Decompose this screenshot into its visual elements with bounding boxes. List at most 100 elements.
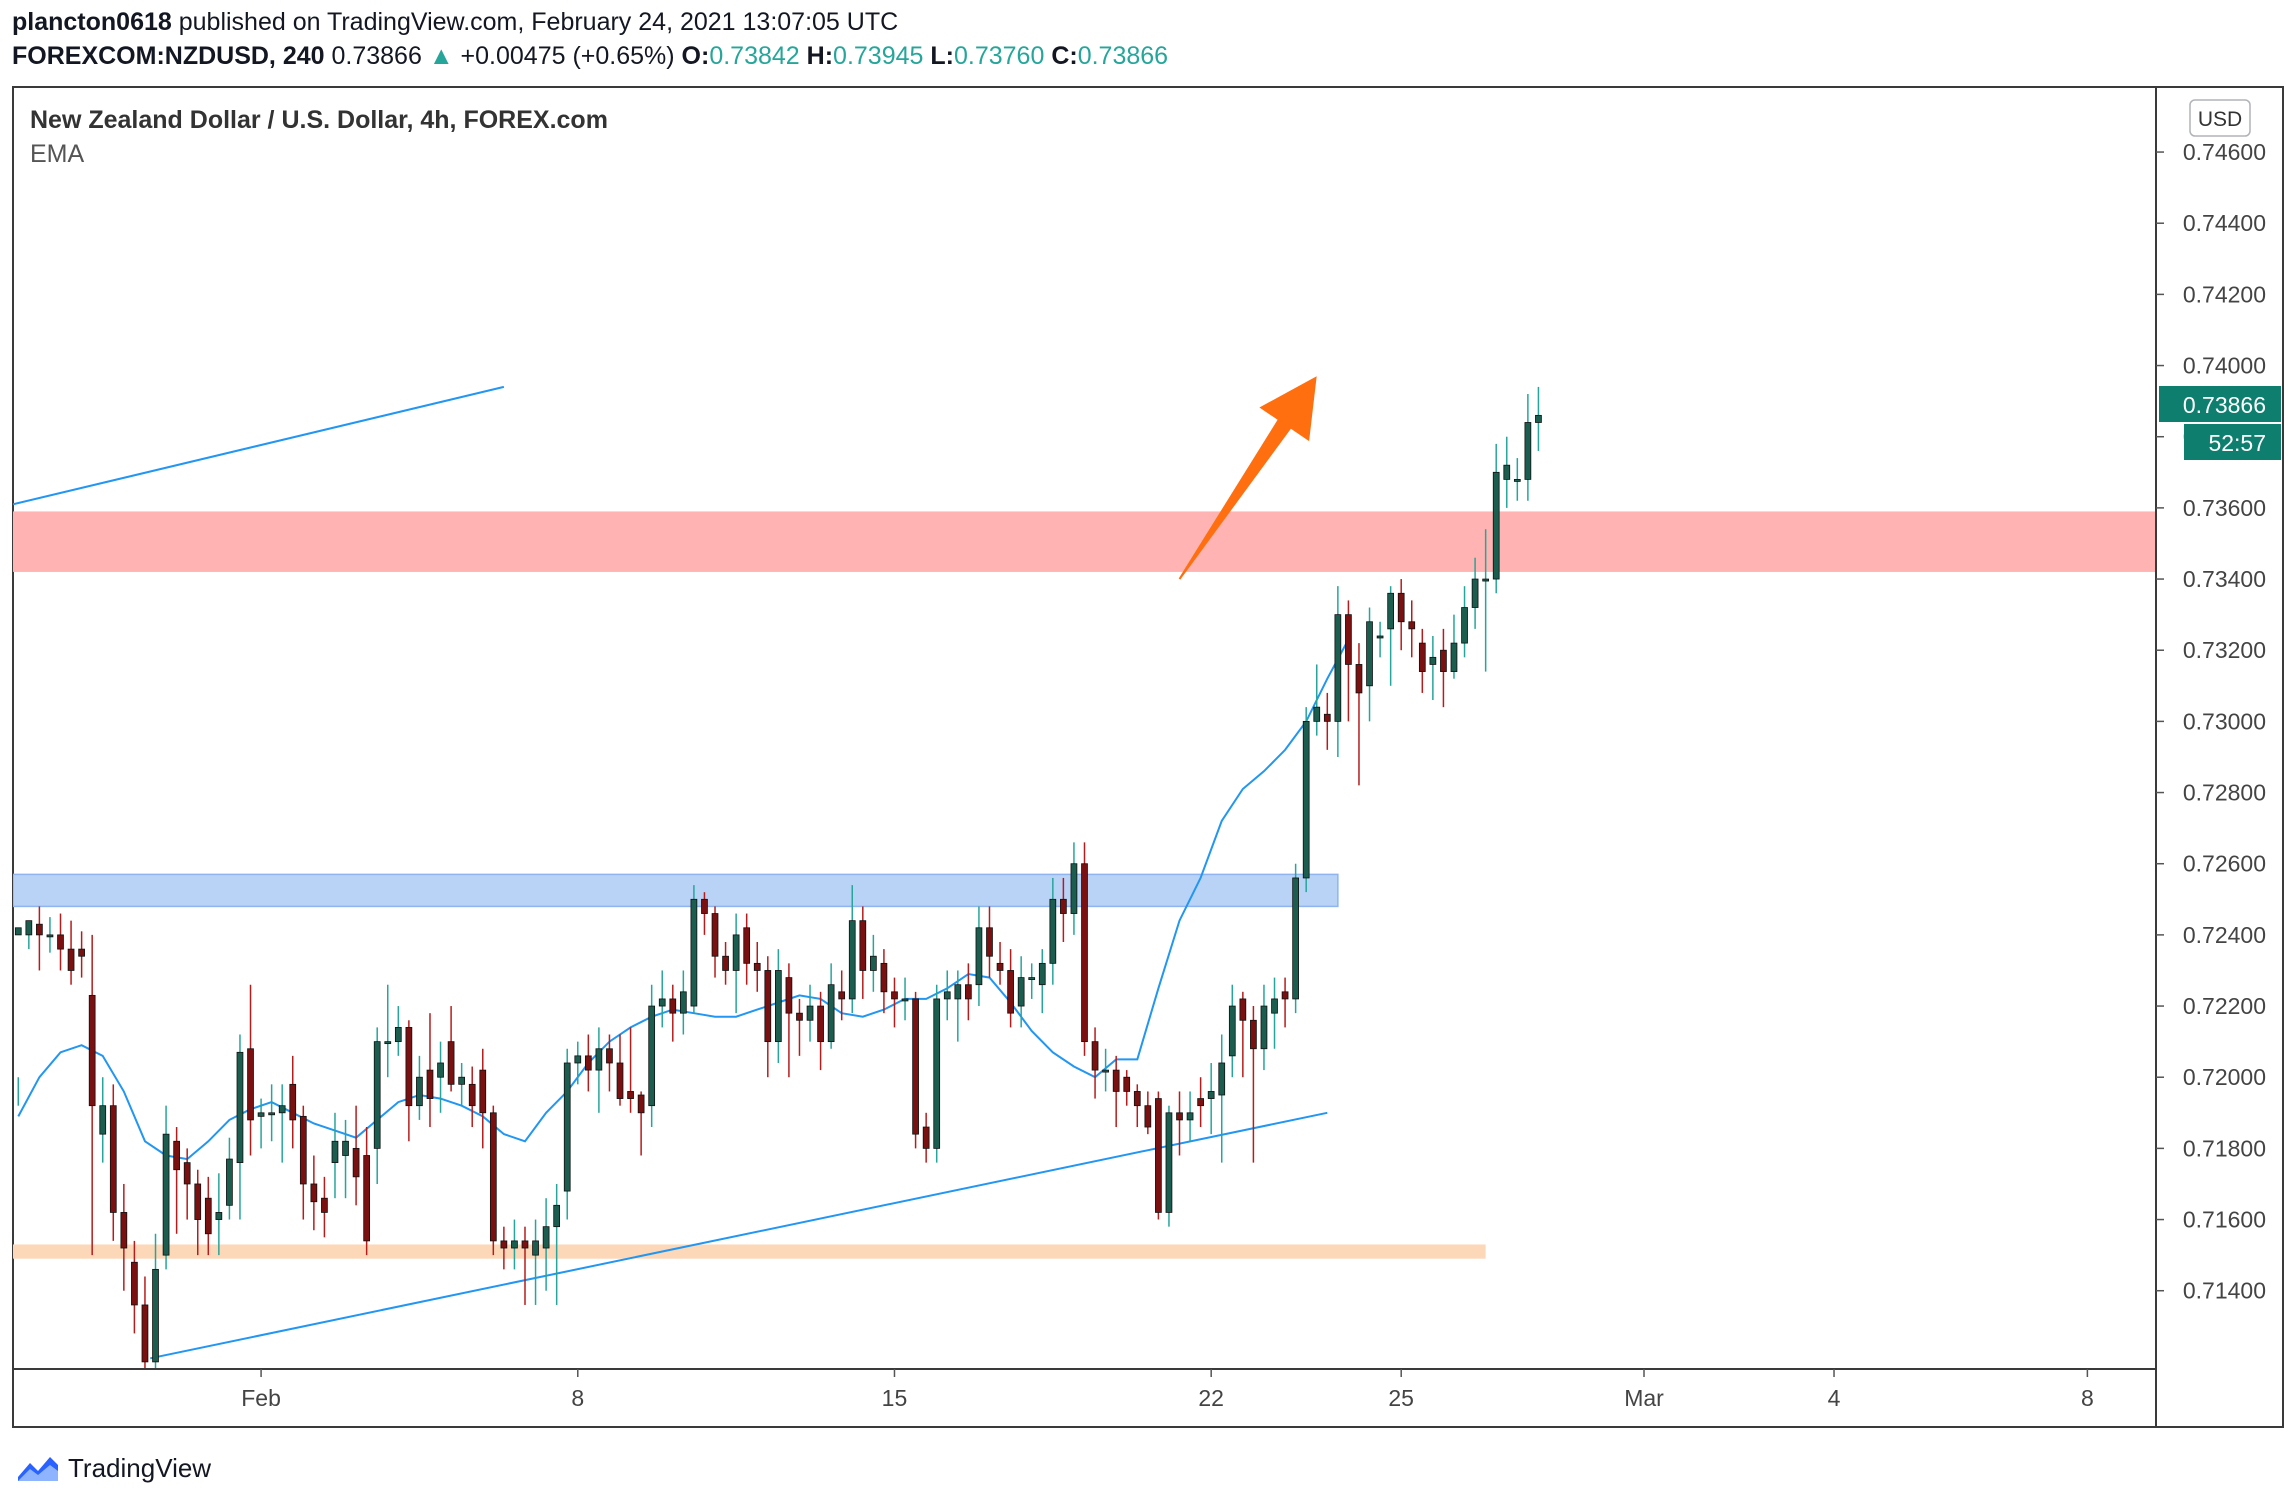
candle [521,1226,529,1305]
candle [405,1020,413,1142]
currency-badge[interactable]: USD [2189,99,2251,137]
candle-body [1513,479,1521,482]
candle-body [743,927,751,964]
candle [775,949,782,1063]
candle-body [310,1183,318,1203]
candle [500,1226,508,1270]
candle [1197,1077,1204,1128]
candle-body [278,1105,286,1114]
candle [183,1148,191,1220]
candle [479,1048,487,1149]
candle-body [880,962,888,993]
candle-body [321,1197,328,1213]
author-name[interactable]: plancton0618 [12,8,172,36]
zone-support-orange [13,1244,1486,1259]
candle-body [1250,1019,1257,1050]
candle-body [131,1261,138,1306]
candle [1302,707,1310,893]
candle [1155,1091,1162,1220]
candle-body [1207,1091,1215,1099]
price-tick-label: 0.72400 [2183,922,2266,948]
candle [859,906,867,999]
candle [669,984,677,1042]
candle [722,942,729,985]
candle [922,1112,930,1163]
candle-body [912,998,919,1135]
countdown-label: 52:57 [2208,430,2266,456]
candle-body [711,913,719,957]
candle-body [236,1051,244,1164]
candle-body [669,998,677,1014]
candle [57,913,64,971]
candle-body [1292,877,1299,1000]
candle-body [1366,621,1373,687]
current-price-tag: 0.73866 52:57 [2159,386,2281,460]
candle-body [1197,1098,1204,1107]
candle-body [595,1048,603,1071]
candle [965,963,972,1021]
candle-body [870,955,877,971]
candle-body [775,970,782,1043]
candle-body [1323,713,1331,722]
candle [109,1084,117,1241]
candle [1323,692,1331,750]
time-tick-label: 8 [2081,1385,2094,1411]
candle [310,1155,318,1231]
candle [1429,635,1437,701]
candle [606,1034,613,1092]
candle-body [965,984,972,1000]
candle-body [1070,863,1078,914]
candle-body [57,934,64,950]
candle-body [489,1112,497,1242]
candle-body [1091,1041,1099,1071]
candle [363,1127,371,1256]
candle [1281,977,1289,1028]
candle-body [99,1105,107,1135]
candle-body [1440,649,1447,672]
candle [1186,1091,1194,1142]
candle-body [764,970,772,1043]
candle-body [458,1076,466,1085]
candle [394,1006,402,1056]
candle-body [416,1076,423,1107]
candle-body [363,1155,371,1242]
candle-body [447,1041,455,1085]
candle-body [25,920,33,936]
candle [1408,600,1416,658]
candle [1144,1091,1152,1135]
candle [1535,386,1542,451]
candle [226,1137,233,1220]
indicator-label[interactable]: EMA [30,140,85,168]
candle [373,1027,381,1184]
candle [996,942,1004,985]
candle-body [1186,1112,1194,1121]
candle [1123,1070,1131,1106]
candle [46,917,54,953]
candle-body [479,1069,487,1114]
tradingview-logo-icon[interactable] [16,1453,60,1483]
candle-body [194,1183,202,1220]
candle-body [1007,970,1014,1014]
candle-body [426,1069,434,1099]
candle [1450,614,1458,679]
candle [1418,628,1426,693]
currency-badge-label: USD [2198,108,2242,131]
candle-body [1334,614,1342,722]
candle-body [14,927,22,936]
candle [120,1183,128,1291]
candle [796,998,803,1056]
zone-support-blue [13,873,1339,908]
candle-body [405,1027,413,1107]
low-label: L: [930,42,954,70]
candle-body [511,1240,518,1249]
candle [1239,991,1247,1078]
candle [489,1105,497,1256]
candle-body [986,927,993,957]
candle [14,927,22,1106]
candle-body [352,1147,360,1178]
trendline-upper-channel [13,385,505,506]
candle-body [1355,664,1363,694]
brand-name[interactable]: TradingView [68,1452,212,1483]
candle-body [67,948,75,971]
